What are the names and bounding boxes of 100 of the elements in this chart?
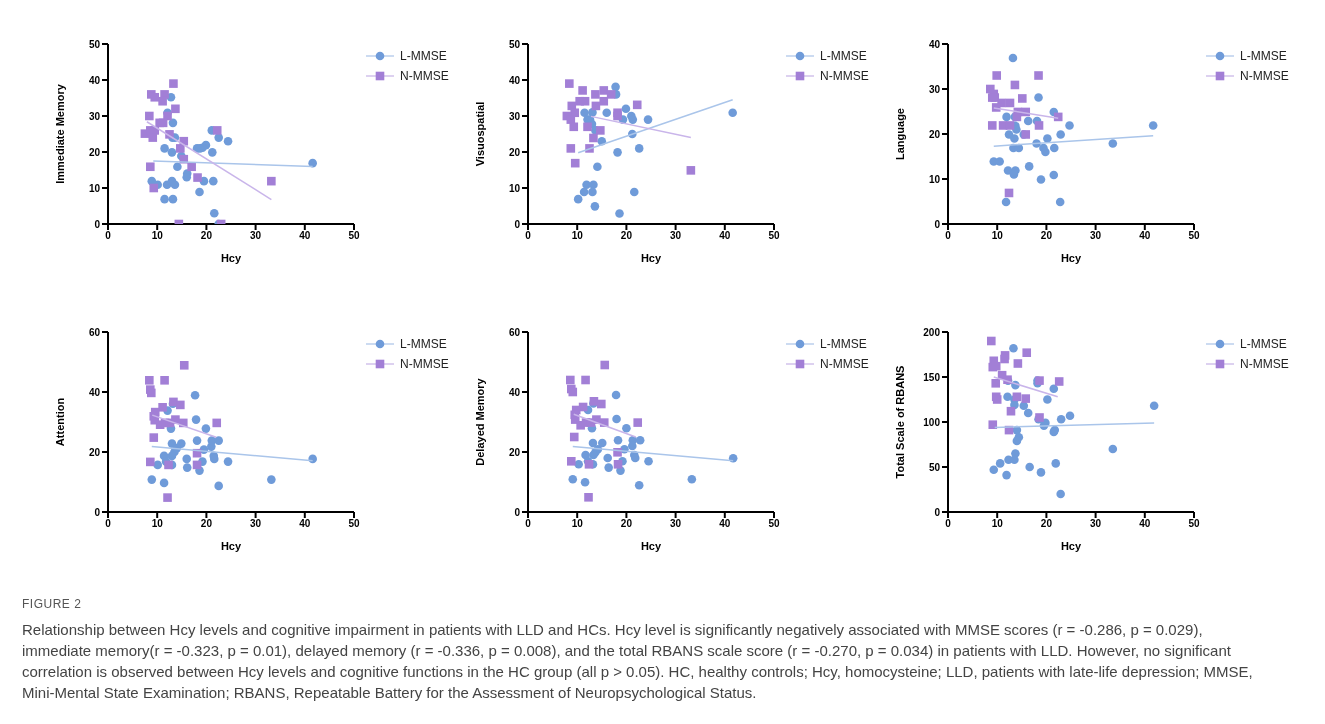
- point: [1043, 395, 1052, 404]
- point: [1017, 94, 1027, 103]
- text: Relationship between Hcy levels and cognitive impairment in patients with LLD and HCs. Hcy level is significantly negatively associated with MMSE scores (r = -0.286, p = 0.029), immediate memory(r = -0.323, p = 0.01), delayed memory (r = -0.336, p = 0.008), and the total RBANS scale score (r = -0.270, p = 0.034) in patients with LLD. However, no significant correlation is observed between Hcy levels and cognitive functions in the HC group (all p > 0.05). HC, healthy controls; Hcy, homocysteine; LLD, patients with late-life depression; MMSE, Mini-Mental State Examination; RBANS, Repeatable Battery for the Assessment of Neuropsychological Status.: [22, 620, 1254, 703]
- x-tick-label: 0: [525, 518, 532, 530]
- point: [182, 463, 192, 472]
- point: [644, 457, 653, 466]
- point: [588, 438, 598, 448]
- point: [1055, 197, 1065, 207]
- y-tick-label: 20: [508, 146, 521, 158]
- point: [147, 388, 156, 398]
- point: [1034, 93, 1043, 102]
- point: [566, 375, 575, 385]
- y-tick-label: 30: [88, 110, 101, 122]
- point: [1108, 444, 1118, 454]
- point: [160, 376, 169, 385]
- y-tick-label: 20: [88, 446, 101, 458]
- x-tick-label: 40: [299, 230, 311, 242]
- x-tick-label: 40: [1139, 518, 1151, 530]
- point: [580, 478, 590, 487]
- point: [170, 180, 180, 190]
- y-tick-label: 40: [88, 386, 101, 398]
- y-tick-label: 40: [508, 74, 521, 86]
- x-tick-label: 10: [571, 518, 584, 530]
- y-tick-label: 150: [923, 371, 941, 383]
- point: [1043, 134, 1052, 143]
- x-tick-label: 20: [620, 230, 633, 242]
- x-tick-label: 20: [200, 230, 213, 242]
- point: [622, 424, 631, 433]
- point: [1001, 197, 1011, 207]
- legend-label: N-MMSE: [1240, 69, 1289, 83]
- y-tick-label: 0: [514, 218, 521, 230]
- y-tick-label: 40: [928, 38, 941, 50]
- point: [1049, 143, 1059, 153]
- x-axis-title: Hcy: [220, 252, 242, 264]
- point: [1049, 170, 1059, 180]
- point: [193, 173, 202, 182]
- point: [565, 79, 574, 88]
- y-tick-label: 40: [88, 74, 101, 86]
- point: [687, 475, 697, 484]
- legend-label: L-MMSE: [1240, 337, 1287, 351]
- legend-label: L-MMSE: [820, 49, 867, 63]
- point: [1025, 462, 1034, 472]
- point: [567, 457, 576, 466]
- x-tick-label: 30: [250, 230, 262, 242]
- point: [171, 104, 180, 114]
- x-tick-label: 20: [1040, 230, 1053, 242]
- y-tick-label: 0: [94, 218, 101, 230]
- point: [1034, 71, 1043, 80]
- x-tick-label: 10: [151, 230, 164, 242]
- x-tick-label: 0: [945, 230, 952, 242]
- point: [160, 144, 169, 153]
- point: [1003, 166, 1013, 175]
- point: [1056, 415, 1066, 424]
- point: [1006, 406, 1016, 416]
- point: [201, 424, 211, 433]
- point: [588, 187, 597, 197]
- point: [1056, 489, 1065, 499]
- point: [579, 187, 589, 197]
- point: [583, 122, 592, 132]
- point: [1065, 411, 1075, 420]
- point: [223, 457, 233, 466]
- x-tick-label: 10: [571, 230, 584, 242]
- point: [621, 104, 631, 114]
- point: [591, 90, 600, 99]
- point: [615, 209, 624, 218]
- point: [628, 441, 637, 451]
- point: [168, 118, 178, 128]
- point: [686, 166, 696, 175]
- point: [167, 451, 177, 461]
- point: [611, 390, 621, 400]
- point: [212, 418, 222, 428]
- point: [1108, 139, 1118, 148]
- point: [149, 183, 159, 193]
- point: [167, 148, 177, 157]
- point: [1013, 359, 1023, 368]
- point: [1010, 455, 1019, 465]
- point: [613, 148, 622, 157]
- point: [267, 475, 276, 484]
- point: [146, 162, 155, 172]
- x-tick-label: 30: [670, 518, 682, 530]
- point: [643, 115, 653, 124]
- point: [179, 361, 189, 370]
- point: [150, 92, 160, 102]
- point: [573, 194, 583, 204]
- point: [632, 100, 642, 110]
- x-tick-label: 10: [991, 230, 1004, 242]
- x-tick-label: 50: [348, 230, 360, 242]
- y-tick-label: 50: [508, 38, 521, 50]
- y-tick-label: 100: [923, 416, 941, 428]
- point: [599, 96, 609, 106]
- point: [158, 96, 167, 106]
- point: [176, 400, 185, 410]
- point: [148, 133, 158, 142]
- point: [995, 459, 1005, 468]
- caption: FIGURE 2: [22, 596, 83, 613]
- point: [149, 433, 159, 442]
- point: [569, 122, 579, 132]
- point: [987, 336, 996, 346]
- point: [145, 111, 154, 121]
- point: [267, 176, 276, 186]
